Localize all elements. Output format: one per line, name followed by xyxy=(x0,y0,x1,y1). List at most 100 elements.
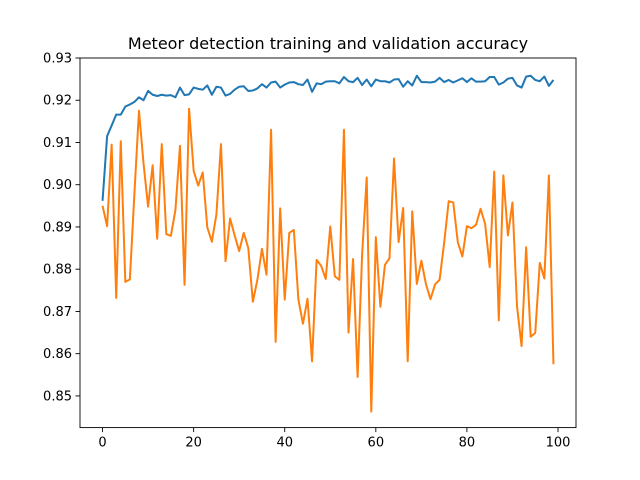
series-1-point xyxy=(233,88,236,91)
series-1-point xyxy=(297,83,300,86)
series-1-point xyxy=(383,80,386,83)
series-2-point xyxy=(201,171,204,174)
series-2-point xyxy=(379,305,382,308)
series-1-point xyxy=(169,94,172,97)
series-1-point xyxy=(165,94,168,97)
series-1-point xyxy=(370,85,373,88)
series-2-point xyxy=(270,128,273,131)
series-1-point xyxy=(279,86,282,89)
series-2-point xyxy=(393,157,396,160)
x-axis-ticks: 0 20 40 60 80 100 xyxy=(98,427,570,451)
series-2-point xyxy=(320,264,323,267)
series-2-point xyxy=(260,247,263,250)
series-2-point xyxy=(424,282,427,285)
series-2-point xyxy=(415,282,418,285)
series-1-point xyxy=(547,84,550,87)
series-1-point xyxy=(260,83,263,86)
y-tick-label: 0.90 xyxy=(43,178,72,193)
series-2-point xyxy=(151,164,154,167)
series-1-point xyxy=(270,81,273,84)
series-1-point xyxy=(543,75,546,78)
series-1-point xyxy=(197,87,200,90)
series-2-point xyxy=(547,174,550,177)
series-1-point xyxy=(393,78,396,81)
series-2-point xyxy=(470,227,473,230)
series-2-point xyxy=(511,201,514,204)
series-2-point xyxy=(247,247,250,250)
series-2-point xyxy=(342,128,345,131)
series-1-point xyxy=(497,83,500,86)
series-1-point xyxy=(352,81,355,84)
series-1-point xyxy=(338,82,341,85)
series-1-point xyxy=(174,96,177,99)
series-1-point xyxy=(443,81,446,84)
plot-series xyxy=(101,74,555,413)
series-2-point xyxy=(475,223,478,226)
y-tick-label: 0.88 xyxy=(43,263,72,278)
series-1-point xyxy=(388,81,391,84)
series-2-point xyxy=(383,263,386,266)
series-1-point xyxy=(329,80,332,83)
y-tick-label: 0.92 xyxy=(43,94,72,109)
y-tick-label: 0.93 xyxy=(43,52,72,67)
series-2-point xyxy=(160,143,163,146)
series-1-point xyxy=(283,83,286,86)
series-2-point xyxy=(274,340,277,343)
series-2-point xyxy=(429,298,432,301)
series-1-point xyxy=(461,77,464,80)
series-2-point xyxy=(219,143,222,146)
series-2-point xyxy=(370,410,373,413)
series-2-point xyxy=(420,259,423,262)
series-2-point xyxy=(461,255,464,258)
series-1-point xyxy=(201,88,204,91)
series-2-point xyxy=(361,252,364,255)
series-2-point xyxy=(347,331,350,334)
series-2-point xyxy=(402,206,405,209)
y-tick-label: 0.86 xyxy=(43,347,72,362)
series-1-point xyxy=(156,95,159,98)
series-2-point xyxy=(215,213,218,216)
series-1-point xyxy=(406,80,409,83)
series-2-point xyxy=(165,233,168,236)
series-1-point xyxy=(365,78,368,81)
series-2-point xyxy=(210,240,213,243)
series-2-point xyxy=(188,107,191,110)
series-2-point xyxy=(101,204,104,207)
x-tick-label: 60 xyxy=(368,436,385,451)
series-2-point xyxy=(456,241,459,244)
series-1-point xyxy=(247,89,250,92)
series-1-point xyxy=(292,81,295,84)
series-2-point xyxy=(506,234,509,237)
series-2-point xyxy=(115,296,118,299)
series-1-point xyxy=(538,80,541,83)
series-2-point xyxy=(128,278,131,281)
series-1-point xyxy=(397,78,400,81)
series-2-point xyxy=(124,280,127,283)
series-1-point xyxy=(534,78,537,81)
series-2-point xyxy=(538,261,541,264)
series-2-point xyxy=(479,207,482,210)
series-2-point xyxy=(206,226,209,229)
series-1-point xyxy=(265,86,268,89)
y-tick-label: 0.89 xyxy=(43,220,72,235)
series-1-point xyxy=(525,75,528,78)
series-1-point xyxy=(151,93,154,96)
series-2-point xyxy=(238,250,241,253)
series-2-point xyxy=(329,225,332,228)
y-tick-label: 0.91 xyxy=(43,136,72,151)
series-2-line xyxy=(101,107,555,413)
series-2-point xyxy=(497,319,500,322)
series-2-point xyxy=(438,278,441,281)
series-2-point xyxy=(292,228,295,231)
series-2-point xyxy=(106,225,109,228)
series-2-point xyxy=(411,210,414,213)
series-1-point xyxy=(379,80,382,83)
series-2-point xyxy=(242,231,245,234)
series-1-point xyxy=(215,85,218,88)
series-1-point xyxy=(324,80,327,83)
series-1-point xyxy=(219,86,222,89)
series-1-point xyxy=(115,113,118,116)
series-1-point xyxy=(447,78,450,81)
series-2-point xyxy=(251,300,254,303)
series-1-point xyxy=(465,81,468,84)
